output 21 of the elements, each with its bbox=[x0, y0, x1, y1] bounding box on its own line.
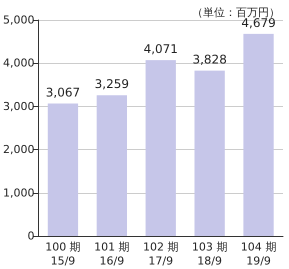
text: （単位：百万円） bbox=[192, 6, 280, 19]
y-tick-label: 4,000 bbox=[2, 56, 34, 70]
y-tick-label: 2,000 bbox=[2, 143, 34, 156]
x-tick-label: 104 期 19/9 bbox=[240, 240, 276, 268]
bar bbox=[243, 34, 274, 236]
y-tick-label: 1,000 bbox=[2, 186, 34, 200]
data-label: 3,828 bbox=[192, 52, 227, 67]
data-label: 4,071 bbox=[144, 42, 178, 56]
x-tick-label: 102 期 17/9 bbox=[142, 240, 178, 268]
x-tick-label: 100 期 15/9 bbox=[45, 240, 81, 268]
x-tick-label: 103 期 18/9 bbox=[192, 240, 228, 268]
bar bbox=[96, 95, 128, 236]
bar bbox=[146, 60, 176, 236]
y-tick-label: 5,000 bbox=[2, 14, 34, 26]
bar bbox=[48, 104, 78, 236]
y-tick-label: 3,000 bbox=[2, 100, 34, 113]
bar bbox=[194, 70, 225, 236]
data-label: 3,067 bbox=[46, 86, 80, 100]
data-label: 3,259 bbox=[94, 77, 130, 92]
y-tick-label: 0 bbox=[27, 230, 34, 242]
x-tick-label: 101 期 16/9 bbox=[94, 240, 130, 268]
